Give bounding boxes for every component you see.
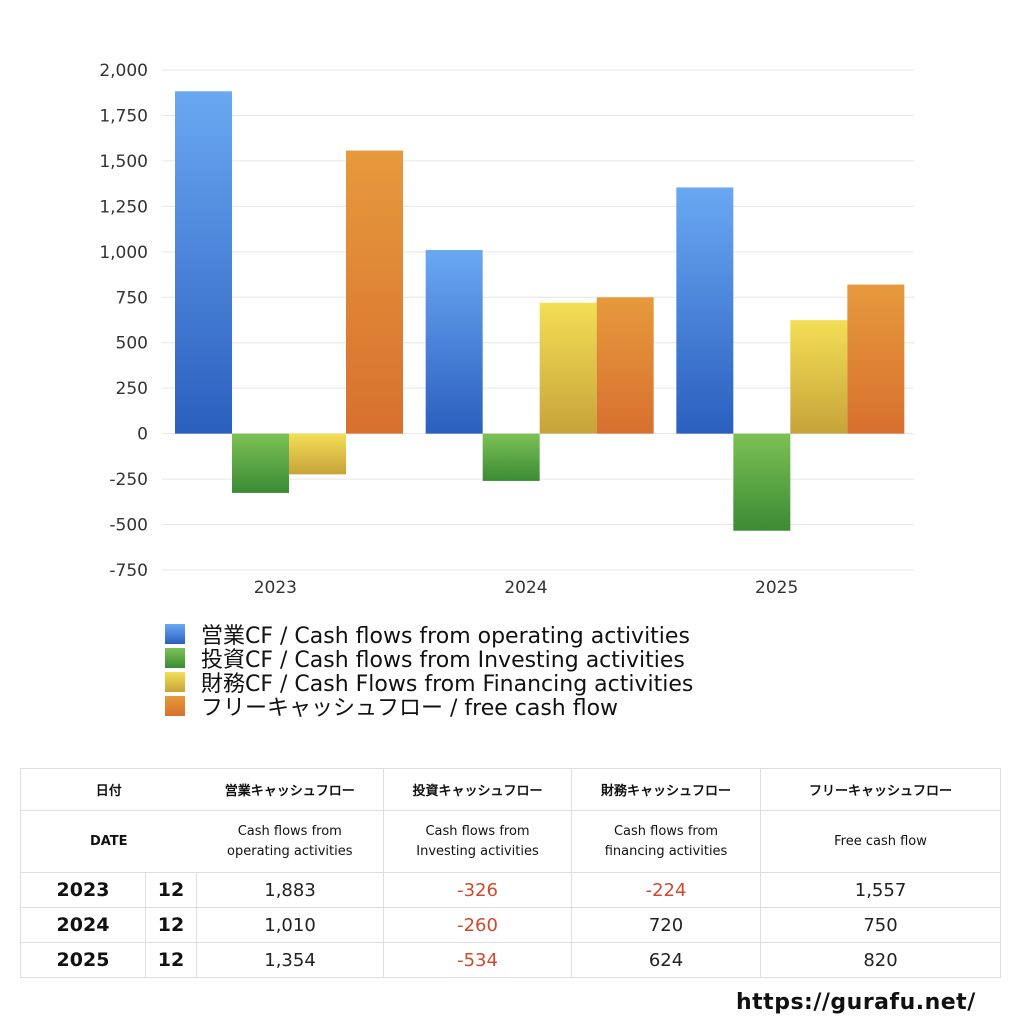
row-financing: 720 <box>571 907 762 943</box>
bar-2023-series-3 <box>346 150 403 434</box>
header-investing-en: Cash flows from Investing activities <box>383 810 573 873</box>
grid-lines <box>162 69 914 571</box>
legend-swatch-financing <box>165 672 185 692</box>
y-tick-label: -750 <box>109 561 148 581</box>
legend-swatch-operating <box>165 624 185 644</box>
table-row: 2023 12 1,883 -326 -224 1,557 <box>20 872 1002 908</box>
legend-item-financing: 財務CF / Cash Flows from Financing activit… <box>165 670 693 697</box>
legend-item-investing: 投資CF / Cash flows from Investing activit… <box>165 646 693 673</box>
row-investing: -260 <box>383 907 573 943</box>
table-row: 2025 12 1,354 -534 624 820 <box>20 942 1002 978</box>
table-header-japanese: 日付 営業キャッシュフロー 投資キャッシュフロー 財務キャッシュフロー フリーキ… <box>19 768 1002 811</box>
bar-2024-series-2 <box>539 302 597 434</box>
y-tick-label: -250 <box>109 470 148 490</box>
header-free-en: Free cash flow <box>760 810 1002 873</box>
header-financing-ja: 財務キャッシュフロー <box>571 768 762 811</box>
y-tick-label: -500 <box>109 516 148 536</box>
x-tick-label: 2023 <box>254 578 297 598</box>
bar-2024-series-3 <box>596 297 654 434</box>
row-investing: -534 <box>383 942 573 978</box>
y-tick-label: 1,250 <box>99 197 148 217</box>
bar-2025-series-3 <box>847 284 905 434</box>
x-axis-tick-labels: 2023 2024 2025 <box>254 578 799 598</box>
y-axis-tick-labels: 2,000 1,750 1,500 1,250 1,000 750 500 250 0 -250 -… <box>99 61 148 581</box>
legend-item-operating: 営業CF / Cash flows from operating activit… <box>165 622 693 649</box>
legend-label-investing: 投資CF / Cash flows from Investing activit… <box>201 648 685 673</box>
bar-2025-series-0 <box>676 187 734 434</box>
row-operating: 1,883 <box>196 872 385 908</box>
row-financing: 624 <box>571 942 762 978</box>
row-year: 2023 <box>20 872 146 908</box>
row-year: 2025 <box>20 942 146 978</box>
bar-2025-series-1 <box>733 433 791 531</box>
row-free: 820 <box>760 942 1002 978</box>
bar-2023-series-0 <box>175 91 232 434</box>
header-financing-en: Cash flows from financing activities <box>571 810 762 873</box>
row-year: 2024 <box>20 907 146 943</box>
y-tick-label: 0 <box>137 425 148 445</box>
row-free: 1,557 <box>760 872 1002 908</box>
x-tick-label: 2024 <box>504 578 547 598</box>
header-date-ja: 日付 <box>19 768 197 811</box>
x-tick-label: 2025 <box>755 578 798 598</box>
row-free: 750 <box>760 907 1002 943</box>
row-month: 12 <box>144 907 198 943</box>
header-operating-en: Cash flows from operating activities <box>196 810 385 873</box>
y-tick-label: 1,500 <box>99 152 148 172</box>
header-investing-en-line1: Cash flows from <box>425 823 530 839</box>
y-tick-label: 1,000 <box>99 243 148 263</box>
bar-2023-series-2 <box>289 433 346 475</box>
y-tick-label: 500 <box>116 334 148 354</box>
row-operating: 1,010 <box>196 907 385 943</box>
legend-swatch-investing <box>165 648 185 668</box>
header-financing-en-line1: Cash flows from <box>613 823 719 839</box>
legend-label-free: フリーキャッシュフロー / free cash flow <box>201 696 619 721</box>
table-header-english: DATE Cash flows from operating activities… <box>19 810 1002 873</box>
row-month: 12 <box>144 872 198 908</box>
cash-flow-bar-chart: 2,000 1,750 1,500 1,250 1,000 750 500 250 0 -250 -… <box>99 61 914 598</box>
bar-2024-series-1 <box>482 433 540 481</box>
bars <box>175 91 905 531</box>
header-free-ja: フリーキャッシュフロー <box>760 768 1002 811</box>
site-url: https://gurafu.net/ <box>736 990 976 1015</box>
y-tick-label: 750 <box>116 288 148 308</box>
header-operating-ja: 営業キャッシュフロー <box>196 768 385 811</box>
y-tick-label: 1,750 <box>99 106 148 126</box>
bar-2025-series-2 <box>790 320 848 434</box>
y-tick-label: 250 <box>116 379 148 399</box>
header-date-en: DATE <box>19 810 197 873</box>
header-operating-en-line2: operating activities <box>227 843 353 859</box>
row-financing: -224 <box>571 872 762 908</box>
legend-label-operating: 営業CF / Cash flows from operating activit… <box>201 624 690 649</box>
bar-2024-series-0 <box>425 250 483 434</box>
header-investing-en-line2: Investing activities <box>416 843 539 859</box>
table-row: 2024 12 1,010 -260 720 750 <box>20 907 1002 943</box>
row-operating: 1,354 <box>196 942 385 978</box>
legend-item-free: フリーキャッシュフロー / free cash flow <box>165 694 693 721</box>
row-month: 12 <box>144 942 198 978</box>
header-operating-en-line1: Cash flows from <box>237 823 342 839</box>
y-tick-label: 2,000 <box>99 61 148 81</box>
row-investing: -326 <box>383 872 573 908</box>
legend-label-financing: 財務CF / Cash Flows from Financing activit… <box>201 672 694 697</box>
bar-2023-series-1 <box>232 433 289 493</box>
legend-swatch-free <box>165 696 185 716</box>
header-investing-ja: 投資キャッシュフロー <box>383 768 573 811</box>
cash-flow-table: 日付 営業キャッシュフロー 投資キャッシュフロー 財務キャッシュフロー フリーキ… <box>19 768 1002 978</box>
header-financing-en-line2: financing activities <box>604 843 728 859</box>
chart-legend: 営業CF / Cash flows from operating activit… <box>165 622 693 721</box>
